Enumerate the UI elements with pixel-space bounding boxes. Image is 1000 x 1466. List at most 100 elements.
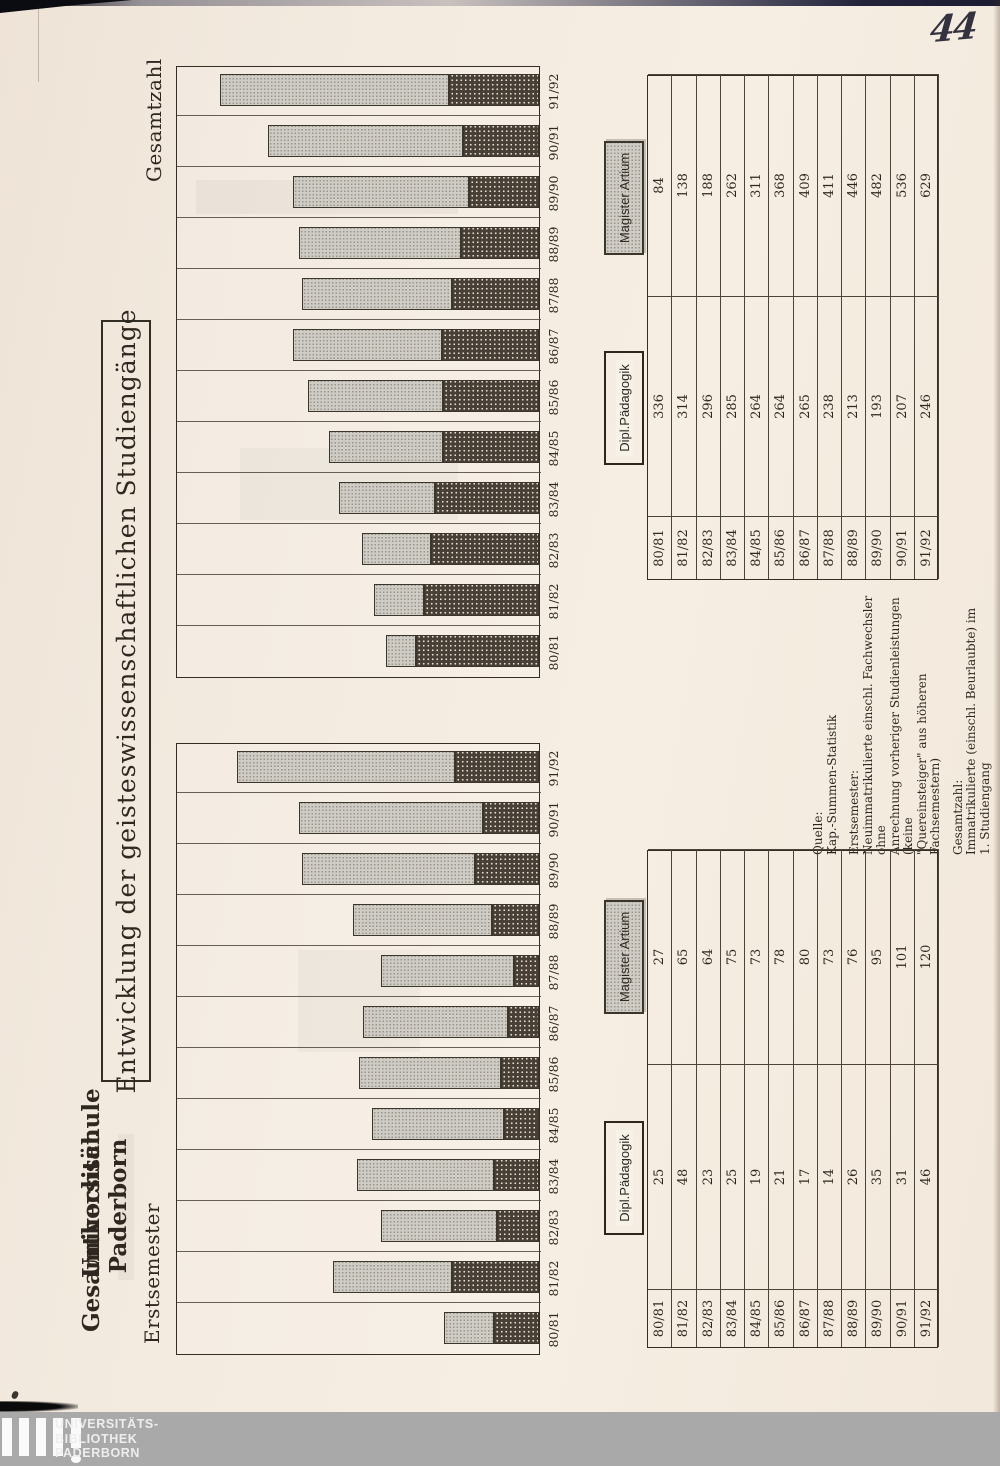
column-separator (177, 1200, 541, 1201)
chart-year-label: 88/89 (546, 226, 561, 263)
legend-chip-dipl-paedagogik: Dipl.Pädagogik (604, 1121, 644, 1235)
data-table-gesamtzahl: 80/81 336 84 81/82 314 138 82/83 296 188 83/84 285… (647, 74, 939, 580)
table-cell-dipl-paedagogik: 238 (817, 296, 842, 516)
table-cell-magister-artium: 75 (720, 849, 745, 1064)
note-erstsemester: Erstsemester: Neuimmatrikulierte einschl… (847, 577, 943, 855)
bar-segment-magister-artium (371, 1108, 505, 1141)
stacked-bar-chart-erstsemester: 80/81 81/82 82/83 83/84 84/85 85/86 86/87 87/88… (176, 743, 570, 1355)
column-separator (177, 217, 541, 218)
legend-chip-label: Dipl.Pädagogik (615, 1130, 633, 1226)
bar-segment-magister-artium (292, 176, 469, 209)
legend-chip-label: Magister Artium (616, 152, 632, 244)
bar-segment-dipl-paedagogik (431, 533, 539, 566)
bar-segment-magister-artium (374, 584, 425, 617)
column-separator (177, 319, 541, 320)
library-logo-bar (36, 1418, 46, 1456)
bar-segment-magister-artium (267, 125, 464, 158)
spine-shadow (0, 1401, 78, 1412)
bar-segment-dipl-paedagogik (513, 955, 539, 988)
table-cell-year: 81/82 (672, 1289, 697, 1347)
table-cell-dipl-paedagogik: 35 (866, 1064, 891, 1289)
table-cell-magister-artium: 73 (745, 849, 770, 1064)
table-cell-dipl-paedagogik: 193 (866, 296, 891, 516)
column-separator (177, 843, 541, 844)
column-separator (177, 625, 541, 626)
table-cell-year: 91/92 (914, 516, 939, 579)
table-cell-magister-artium: 27 (648, 849, 673, 1064)
bar-segment-dipl-paedagogik (424, 584, 539, 617)
table-cell-year: 84/85 (745, 516, 770, 579)
paper-crease (38, 4, 39, 82)
table-cell-magister-artium: 138 (672, 74, 697, 296)
table-cell-year: 88/89 (842, 1289, 867, 1347)
table-cell-dipl-paedagogik: 48 (672, 1064, 697, 1289)
library-name-line: BIBLIOTHEK (55, 1431, 138, 1446)
library-logo-dot (71, 1455, 81, 1463)
library-logo-bar (2, 1418, 12, 1456)
table-cell-dipl-paedagogik: 207 (890, 296, 915, 516)
bar-segment-dipl-paedagogik (416, 635, 539, 668)
library-logo-bar (71, 1418, 81, 1448)
library-name: UNIVERSITÄTS- BIBLIOTHEK PADERBORN (55, 1417, 159, 1461)
chart-year-label: 88/89 (546, 903, 561, 940)
chart-year-label: 90/91 (546, 124, 561, 161)
bar-segment-magister-artium (353, 904, 492, 937)
table-cell-year: 83/84 (720, 516, 745, 579)
table-cell-magister-artium: 73 (817, 849, 842, 1064)
chart-year-label: 80/81 (546, 634, 561, 671)
bar-segment-dipl-paedagogik (500, 1057, 539, 1090)
chart-year-label: 80/81 (546, 1311, 561, 1348)
note-text: Kap.-Summen-Statistik (824, 714, 839, 855)
column-separator (177, 1098, 541, 1099)
table-cell-dipl-paedagogik: 336 (648, 296, 673, 516)
bar-segment-magister-artium (219, 74, 450, 107)
note-text: Immatrikulierte (einschl. Beurlaubte) im (964, 607, 978, 855)
table-cell-year: 90/91 (890, 516, 915, 579)
bar-segment-dipl-paedagogik (461, 227, 539, 260)
bar-segment-magister-artium (358, 1057, 501, 1090)
chart-year-label: 84/85 (546, 1107, 561, 1144)
table-cell-magister-artium: 101 (890, 849, 915, 1064)
bar-segment-magister-artium (339, 482, 435, 515)
chart-year-label: 91/92 (546, 750, 561, 787)
legend-chip-magister-artium: Magister Artium (604, 141, 644, 255)
chart-year-label: 82/83 (546, 1209, 561, 1246)
bar-segment-magister-artium (357, 1159, 494, 1192)
bar-segment-dipl-paedagogik (449, 74, 539, 107)
table-cell-dipl-paedagogik: 17 (793, 1064, 818, 1289)
section-label-erstsemester: Erstsemester (140, 1202, 164, 1344)
table-cell-year: 90/91 (890, 1289, 915, 1347)
table-cell-year: 87/88 (817, 516, 842, 579)
table-cell-dipl-paedagogik: 25 (648, 1064, 673, 1289)
chart-year-label: 90/91 (546, 801, 561, 838)
table-cell-dipl-paedagogik: 21 (769, 1064, 794, 1289)
table-cell-year: 86/87 (793, 1289, 818, 1347)
bar-segment-magister-artium (385, 635, 417, 668)
bar-segment-dipl-paedagogik (493, 1159, 539, 1192)
chart-year-label: 83/84 (546, 481, 561, 518)
column-separator (177, 523, 541, 524)
library-name-line: PADERBORN (55, 1446, 141, 1460)
table-cell-magister-artium: 188 (696, 74, 721, 296)
bar-segment-magister-artium (444, 1312, 494, 1345)
table-cell-year: 89/90 (866, 1289, 891, 1347)
note-label: Erstsemester: (847, 769, 861, 855)
table-cell-year: 81/82 (672, 516, 697, 579)
table-cell-dipl-paedagogik: 31 (890, 1064, 915, 1289)
legend-chip-dipl-paedagogik: Dipl.Pädagogik (604, 351, 644, 465)
bar-segment-magister-artium (298, 802, 483, 835)
table-cell-year: 80/81 (648, 516, 673, 579)
table-cell-dipl-paedagogik: 46 (914, 1064, 939, 1289)
bar-segment-dipl-paedagogik (475, 853, 539, 886)
column-separator (177, 792, 541, 793)
bar-segment-magister-artium (380, 955, 514, 988)
note-text: Neuimmatrikulierte einschl. Fachwechsler… (860, 595, 889, 855)
chart-year-label: 83/84 (546, 1158, 561, 1195)
bar-segment-dipl-paedagogik (463, 125, 539, 158)
institution-line2: Gesamthochschule (78, 1088, 105, 1332)
plot-area (176, 66, 541, 678)
page-edge-shadow (993, 0, 1000, 1466)
bar-segment-magister-artium (380, 1210, 498, 1243)
bar-segment-magister-artium (362, 533, 431, 566)
table-cell-magister-artium: 446 (842, 74, 867, 296)
